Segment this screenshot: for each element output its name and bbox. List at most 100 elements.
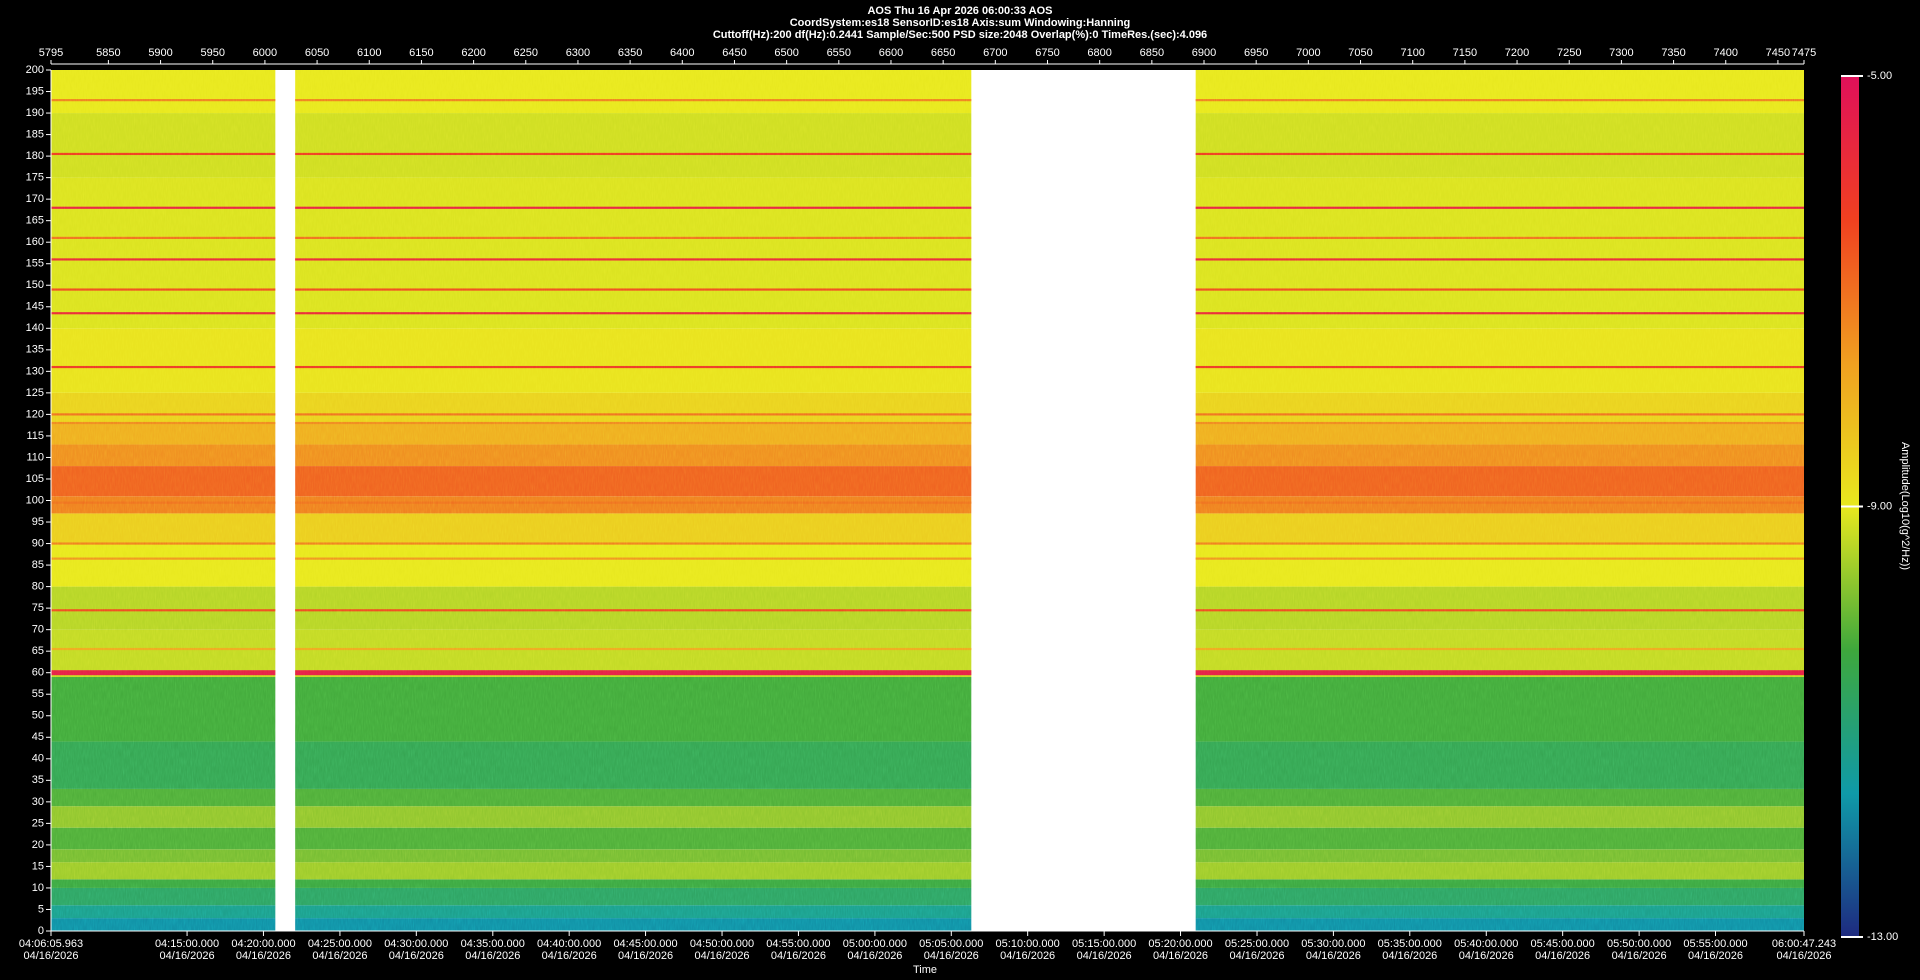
colorbar-label: Amplitude(Log10(g^2/Hz)) [1899,442,1911,570]
y-tick-label: 145 [26,301,44,313]
time-tick-date: 04/16/2026 [1459,950,1514,962]
time-tick-label: 04:15:00.000 [155,938,219,950]
title-line: AOS Thu 16 Apr 2026 06:00:33 AOS [867,5,1052,17]
x-tick-label: 6500 [774,47,798,59]
y-tick-label: 85 [32,559,44,571]
y-tick-label: 70 [32,624,44,636]
y-tick-label: 125 [26,387,44,399]
y-tick-label: 15 [32,860,44,872]
time-tick-date: 04/16/2026 [1077,950,1132,962]
x-tick-label: 6150 [409,47,433,59]
y-tick-label: 35 [32,774,44,786]
time-tick-date: 04/16/2026 [1306,950,1361,962]
time-tick-label: 06:00:47.243 [1772,938,1836,950]
x-tick-label: 5795 [39,47,63,59]
time-tick-date: 04/16/2026 [1535,950,1590,962]
time-tick-label: 04:35:00.000 [461,938,525,950]
time-tick-label: 04:45:00.000 [613,938,677,950]
data-segment [295,70,972,931]
y-tick-label: 80 [32,581,44,593]
time-tick-label: 05:55:00.000 [1683,938,1747,950]
y-tick-label: 135 [26,344,44,356]
y-tick-label: 170 [26,193,44,205]
y-tick-label: 65 [32,645,44,657]
x-tick-label: 7250 [1557,47,1581,59]
y-tick-label: 195 [26,85,44,97]
time-tick-date: 04/16/2026 [1688,950,1743,962]
y-tick-label: 200 [26,64,44,76]
data-segment [51,70,276,931]
x-tick-label: 6300 [566,47,590,59]
time-tick-label: 04:55:00.000 [766,938,830,950]
x-tick-label: 6650 [931,47,955,59]
x-tick-label: 7300 [1609,47,1633,59]
y-tick-label: 100 [26,494,44,506]
title-line: CoordSystem:es18 SensorID:es18 Axis:sum … [790,17,1131,29]
x-tick-label: 5900 [148,47,172,59]
y-tick-label: 40 [32,753,44,765]
x-tick-label: 6550 [827,47,851,59]
x-tick-label: 6700 [983,47,1007,59]
time-tick-label: 05:50:00.000 [1607,938,1671,950]
time-tick-label: 04:50:00.000 [690,938,754,950]
time-tick-label: 05:20:00.000 [1148,938,1212,950]
time-tick-date: 04/16/2026 [1000,950,1055,962]
x-tick-label: 7200 [1505,47,1529,59]
y-tick-label: 20 [32,839,44,851]
time-tick-date: 04/16/2026 [1229,950,1284,962]
time-tick-label: 04:40:00.000 [537,938,601,950]
x-tick-label: 6750 [1035,47,1059,59]
x-tick-label: 7100 [1400,47,1424,59]
x-tick-label: 6900 [1192,47,1216,59]
y-tick-label: 115 [26,430,44,442]
time-tick-date: 04/16/2026 [847,950,902,962]
time-tick-label: 05:15:00.000 [1072,938,1136,950]
time-tick-label: 05:35:00.000 [1378,938,1442,950]
y-tick-label: 90 [32,537,44,549]
time-tick-date: 04/16/2026 [542,950,597,962]
noise-texture [1195,70,1804,931]
x-tick-label: 6850 [1140,47,1164,59]
x-tick-label: 6450 [722,47,746,59]
y-tick-label: 140 [26,322,44,334]
y-tick-label: 25 [32,817,44,829]
x-tick-label: 6050 [305,47,329,59]
x-tick-label: 6250 [514,47,538,59]
y-tick-label: 120 [26,408,44,420]
y-tick-label: 150 [26,279,44,291]
x-tick-label: 7475 [1792,47,1816,59]
x-tick-label: 7000 [1296,47,1320,59]
noise-texture [295,70,972,931]
time-tick-date: 04/16/2026 [160,950,215,962]
y-tick-label: 0 [38,925,44,937]
x-tick-label: 7350 [1661,47,1685,59]
y-tick-label: 160 [26,236,44,248]
time-tick-label: 05:00:00.000 [843,938,907,950]
title-line: Cuttoff(Hz):200 df(Hz):0.2441 Sample/Sec… [713,29,1207,41]
y-tick-label: 30 [32,796,44,808]
colorbar-tick-label: -9.00 [1867,500,1892,512]
time-tick-date: 04/16/2026 [1153,950,1208,962]
time-tick-label: 04:30:00.000 [384,938,448,950]
time-tick-label: 04:25:00.000 [308,938,372,950]
y-tick-label: 60 [32,667,44,679]
time-tick-date: 04/16/2026 [23,950,78,962]
x-tick-label: 7150 [1453,47,1477,59]
y-tick-label: 95 [32,516,44,528]
y-tick-label: 130 [26,365,44,377]
x-tick-label: 7450 [1766,47,1790,59]
y-tick-label: 165 [26,215,44,227]
y-tick-label: 110 [26,451,44,463]
time-tick-label: 04:20:00.000 [231,938,295,950]
x-tick-label: 6200 [461,47,485,59]
time-tick-label: 05:25:00.000 [1225,938,1289,950]
time-tick-label: 04:06:05.963 [19,938,83,950]
time-tick-date: 04/16/2026 [618,950,673,962]
time-tick-date: 04/16/2026 [312,950,367,962]
x-tick-label: 6100 [357,47,381,59]
y-tick-label: 55 [32,688,44,700]
y-tick-label: 10 [32,882,44,894]
time-tick-date: 04/16/2026 [236,950,291,962]
time-tick-label: 05:45:00.000 [1531,938,1595,950]
